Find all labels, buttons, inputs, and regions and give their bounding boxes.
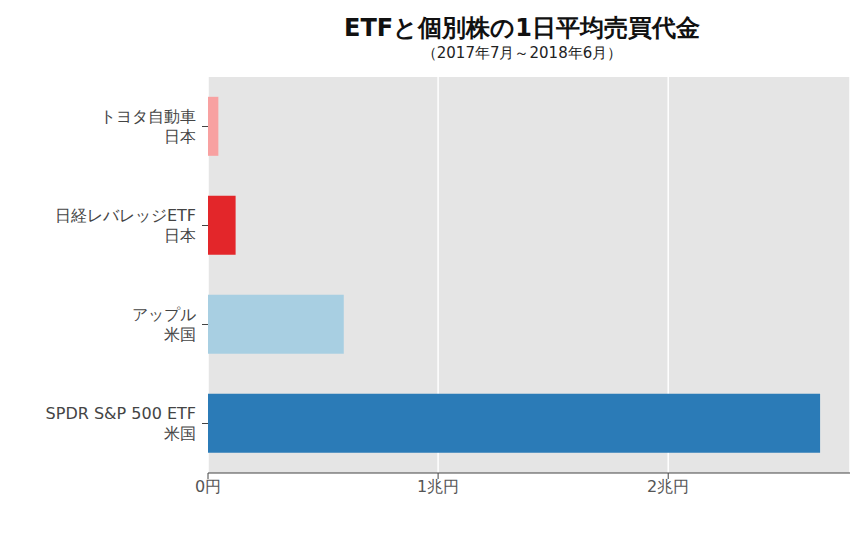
svg-text:1兆円: 1兆円 (417, 477, 459, 496)
svg-text:SPDR S&P 500 ETF米国: SPDR S&P 500 ETF米国 (46, 404, 196, 443)
svg-text:トヨタ自動車日本: トヨタ自動車日本 (100, 107, 196, 146)
html-text:（2017年7月～2018年6月）: （2017年7月～2018年6月） (421, 44, 623, 62)
svg-text:0円: 0円 (195, 477, 221, 496)
svg-text:2兆円: 2兆円 (647, 477, 689, 496)
svg-text:アップル米国: アップル米国 (132, 305, 196, 344)
svg-text:日経レバレッジETF日本: 日経レバレッジETF日本 (55, 206, 196, 245)
html-text:ETFと個別株の1日平均売買代金: ETFと個別株の1日平均売買代金 (344, 14, 700, 42)
